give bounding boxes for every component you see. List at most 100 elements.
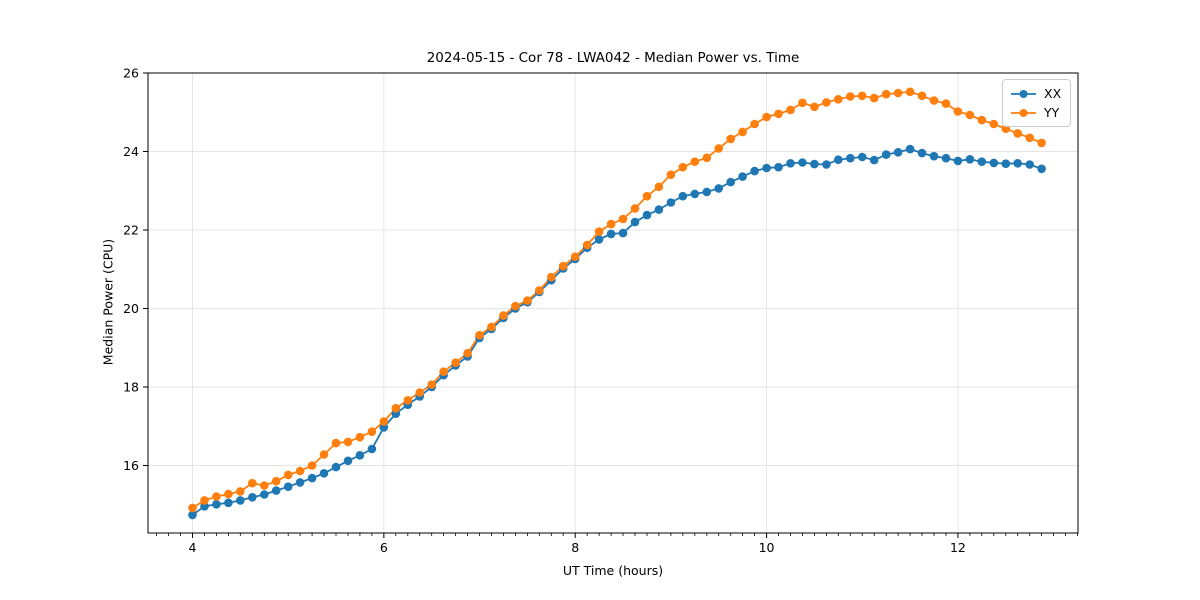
data-point-xx xyxy=(1025,160,1034,169)
data-point-xx xyxy=(857,152,867,162)
data-point-yy xyxy=(690,157,700,166)
y-tick-label: 16 xyxy=(123,458,139,473)
x-tick-label: 4 xyxy=(189,540,197,555)
data-point-yy xyxy=(295,466,305,476)
data-point-xx xyxy=(917,148,927,158)
data-point-yy xyxy=(236,487,245,496)
data-point-yy xyxy=(917,91,927,101)
data-point-yy xyxy=(331,438,341,448)
data-point-yy xyxy=(666,170,676,179)
data-point-xx xyxy=(379,423,389,432)
data-point-xx xyxy=(331,462,341,472)
data-point-yy xyxy=(774,109,783,119)
x-tick-label: 12 xyxy=(950,540,966,555)
data-point-xx xyxy=(726,177,735,187)
data-point-yy xyxy=(1037,138,1046,148)
data-point-yy xyxy=(977,115,987,125)
data-point-xx xyxy=(594,235,604,244)
data-point-xx xyxy=(762,163,771,173)
y-axis-label: Median Power (CPU) xyxy=(100,238,116,366)
data-point-yy xyxy=(224,489,233,499)
data-point-xx xyxy=(953,156,963,166)
y-tick-label: 20 xyxy=(123,301,139,316)
data-point-yy xyxy=(451,358,460,368)
data-point-yy xyxy=(200,496,209,505)
data-point-yy xyxy=(367,427,377,437)
data-point-xx xyxy=(846,153,855,163)
data-point-xx xyxy=(941,153,951,163)
data-point-yy xyxy=(750,119,759,129)
data-point-yy xyxy=(499,311,508,320)
data-point-xx xyxy=(618,228,628,238)
data-point-xx xyxy=(1001,159,1011,168)
legend-label-yy: YY xyxy=(1044,104,1060,120)
data-point-yy xyxy=(642,191,652,201)
data-point-yy xyxy=(726,134,735,144)
legend-label-xx: XX xyxy=(1044,85,1062,101)
data-point-xx xyxy=(977,157,987,166)
plot-frame xyxy=(147,72,1079,534)
data-point-xx xyxy=(200,502,209,511)
data-point-xx xyxy=(1037,164,1046,174)
data-point-yy xyxy=(511,301,520,311)
data-point-yy xyxy=(415,388,425,397)
data-point-xx xyxy=(822,160,831,169)
chart-title: 2024-05-15 - Cor 78 - LWA042 - Median Po… xyxy=(426,50,800,66)
data-point-yy xyxy=(714,144,723,153)
data-point-yy xyxy=(487,322,496,332)
data-point-yy xyxy=(846,92,855,101)
y-tick-label: 22 xyxy=(123,222,139,237)
data-point-xx xyxy=(319,469,329,478)
data-point-yy xyxy=(319,450,329,459)
data-point-xx xyxy=(307,473,317,483)
legend-item-yy: YY xyxy=(1010,103,1062,122)
data-point-yy xyxy=(271,476,281,486)
data-point-xx xyxy=(236,496,245,505)
data-point-xx xyxy=(678,191,688,201)
data-point-xx xyxy=(271,486,281,495)
data-point-yy xyxy=(427,380,437,389)
data-point-xx xyxy=(929,151,939,161)
data-point-xx xyxy=(188,510,197,520)
data-point-yy xyxy=(762,112,771,122)
series-line-yy xyxy=(192,90,1042,509)
data-point-xx xyxy=(738,172,747,181)
data-point-yy xyxy=(1025,133,1034,143)
data-point-xx xyxy=(989,158,999,168)
data-point-xx xyxy=(798,158,807,167)
data-point-xx xyxy=(654,205,664,214)
data-point-xx xyxy=(834,155,843,164)
data-point-xx xyxy=(774,162,783,172)
data-point-yy xyxy=(953,107,963,116)
data-point-yy xyxy=(379,417,389,426)
data-point-yy xyxy=(702,153,712,163)
y-tick-label: 26 xyxy=(123,66,139,81)
data-point-xx xyxy=(283,482,293,492)
data-point-xx xyxy=(702,187,712,197)
data-point-xx xyxy=(642,210,652,220)
data-point-xx xyxy=(690,189,700,199)
data-point-yy xyxy=(905,87,915,97)
data-point-yy xyxy=(212,492,221,501)
data-point-yy xyxy=(738,127,747,137)
data-point-yy xyxy=(834,95,843,104)
data-point-yy xyxy=(391,403,401,413)
data-point-xx xyxy=(248,493,257,502)
data-point-yy xyxy=(463,348,472,358)
data-point-yy xyxy=(678,162,688,172)
data-point-yy xyxy=(547,272,556,282)
data-point-yy xyxy=(439,367,448,377)
data-point-yy xyxy=(881,89,891,99)
data-point-yy xyxy=(260,481,269,490)
data-point-yy xyxy=(822,98,831,107)
data-point-yy xyxy=(786,105,795,115)
data-point-xx xyxy=(965,155,975,164)
data-point-yy xyxy=(630,204,640,213)
data-point-yy xyxy=(307,461,317,470)
data-point-yy xyxy=(570,252,580,261)
data-point-xx xyxy=(630,217,640,227)
data-point-yy xyxy=(857,91,867,101)
data-point-yy xyxy=(558,261,568,271)
data-point-yy xyxy=(941,99,951,108)
